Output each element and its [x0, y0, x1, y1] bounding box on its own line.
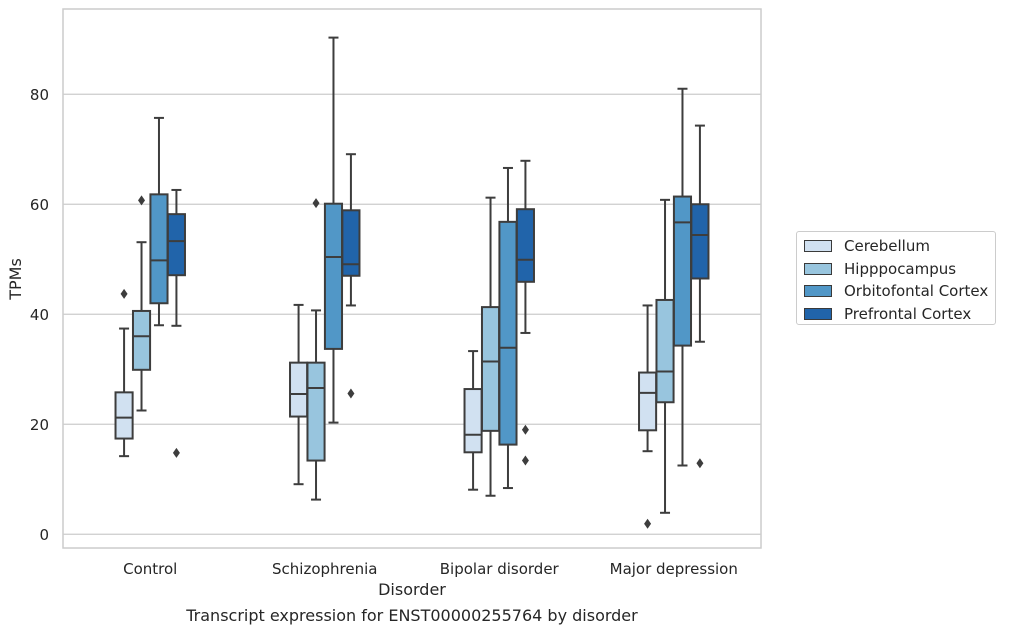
legend-swatch [804, 262, 832, 275]
box-hipppocampus [655, 198, 675, 514]
outlier-marker [521, 455, 529, 466]
legend-swatch [804, 285, 832, 298]
x-tick-label: Schizophrenia [272, 560, 377, 578]
y-axis-label: TPMs [6, 258, 25, 301]
x-tick-labels: Control Schizophrenia Bipolar disorder Majo… [123, 560, 738, 578]
iqr-box [166, 213, 186, 277]
legend-item: Hipppocampus [804, 258, 995, 281]
outlier-marker [644, 518, 652, 529]
box-hipppocampus [480, 196, 501, 497]
box-prefrontal-cortex [515, 159, 535, 466]
box-orbitofontal-cortex [149, 116, 169, 327]
plot-frame [62, 8, 762, 549]
iqr-box [480, 306, 501, 432]
box-prefrontal-cortex [690, 124, 710, 469]
legend-label: Cerebellum [844, 237, 930, 256]
iqr-box [289, 361, 309, 418]
iqr-box [114, 391, 134, 440]
x-tick-label: Major depression [610, 560, 738, 578]
y-tick-label: 80 [30, 86, 49, 104]
x-axis-label: Disorder [378, 580, 446, 599]
iqr-box [306, 361, 326, 462]
outlier-marker [312, 198, 320, 209]
legend-label: Hipppocampus [844, 259, 957, 278]
box-orbitofontal-cortex [498, 166, 518, 490]
box-orbitofontal-cortex [672, 87, 693, 467]
legend-swatch [804, 307, 832, 320]
legend-item: Orbitofontal Cortex [804, 280, 995, 303]
y-tick-label: 40 [30, 306, 49, 324]
outlier-marker [521, 424, 529, 435]
x-tick-label: Control [123, 560, 177, 578]
box-cerebellum [463, 350, 483, 491]
box-cerebellum [114, 288, 134, 458]
box-series [114, 36, 710, 529]
x-tick-label: Bipolar disorder [440, 560, 560, 578]
legend-label: Prefrontal Cortex [844, 304, 972, 323]
iqr-box [655, 298, 675, 404]
y-tick-labels: 0 20 40 60 80 [30, 86, 49, 544]
iqr-box [323, 202, 344, 350]
box-cerebellum [638, 304, 658, 529]
outlier-marker [120, 288, 128, 299]
iqr-box [638, 371, 658, 432]
legend: Cerebellum Hipppocampus Orbitofontal Corte… [796, 231, 996, 325]
iqr-box [515, 208, 535, 283]
legend-label: Orbitofontal Cortex [844, 282, 989, 301]
iqr-box [341, 209, 361, 277]
legend-item: Cerebellum [804, 235, 995, 258]
box-hipppocampus [306, 198, 326, 501]
outlier-marker [138, 195, 146, 206]
iqr-box [672, 195, 693, 347]
box-prefrontal-cortex [341, 153, 361, 399]
y-tick-label: 0 [39, 526, 49, 544]
legend-item: Prefrontal Cortex [804, 303, 995, 326]
y-tick-label: 60 [30, 196, 49, 214]
y-tick-label: 20 [30, 416, 49, 434]
iqr-box [498, 220, 518, 446]
box-hipppocampus [131, 195, 152, 412]
outlier-marker [172, 447, 180, 458]
figure-caption: Transcript expression for ENST0000025576… [186, 606, 638, 625]
box-cerebellum [289, 303, 309, 486]
outlier-marker [696, 458, 704, 469]
iqr-box [149, 193, 169, 305]
legend-swatch [804, 240, 832, 253]
iqr-box [463, 388, 483, 454]
iqr-box [131, 309, 152, 371]
iqr-box [690, 203, 710, 280]
box-prefrontal-cortex [166, 188, 186, 458]
outlier-marker [347, 388, 355, 399]
box-orbitofontal-cortex [323, 36, 344, 424]
